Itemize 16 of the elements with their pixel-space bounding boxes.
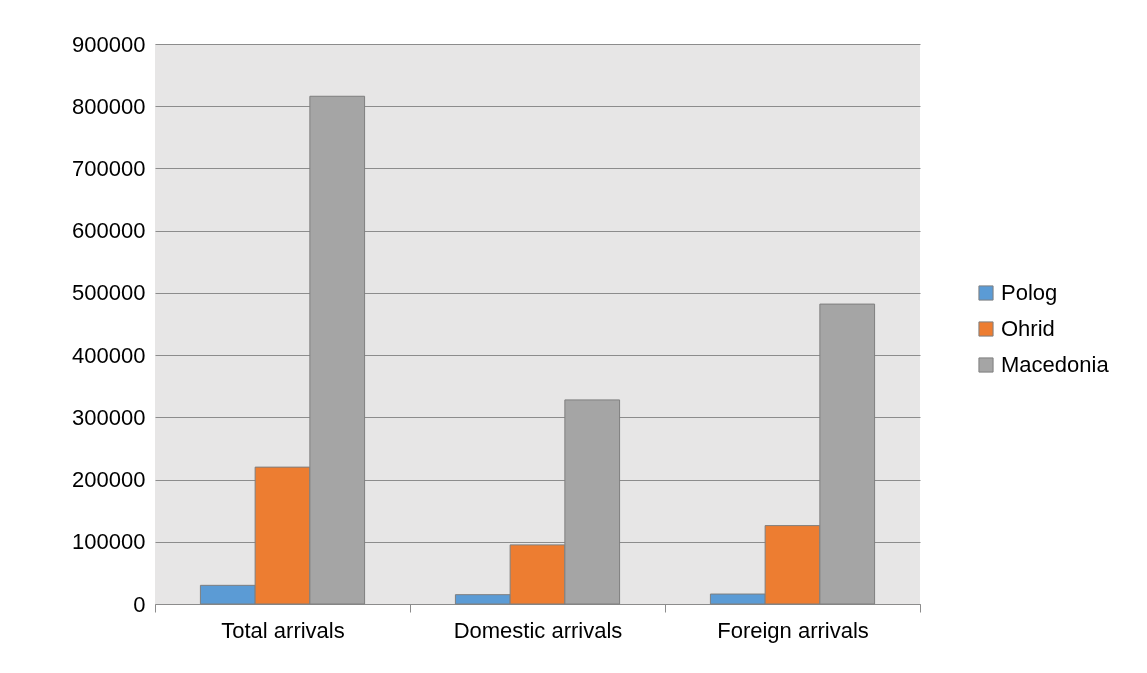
y-tick-label: 100000 [72,529,146,555]
y-tick-label: 300000 [72,404,146,430]
legend-label: Macedonia [1001,352,1110,377]
y-tick-label: 400000 [72,342,146,368]
legend-label: Polog [1001,280,1058,305]
x-tick-label: Domestic arrivals [453,617,623,643]
y-tick-label: 900000 [72,31,146,57]
x-tick-label: Foreign arrivals [717,617,869,643]
x-tick-label: Total arrivals [221,617,345,643]
y-tick-label: 500000 [72,280,146,306]
y-tick-label: 600000 [72,218,146,244]
y-tick-label: 800000 [72,93,146,119]
y-tick-label: 700000 [72,155,146,181]
y-tick-label: 0 [133,591,146,617]
legend-label: Ohrid [1001,316,1055,341]
y-tick-label: 200000 [72,467,146,493]
